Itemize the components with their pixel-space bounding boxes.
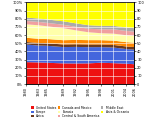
Legend: United States, Europe, Africa, Canada and Mexico, Eurasia, Central & South Ameri: United States, Europe, Africa, Canada an… (31, 106, 129, 118)
